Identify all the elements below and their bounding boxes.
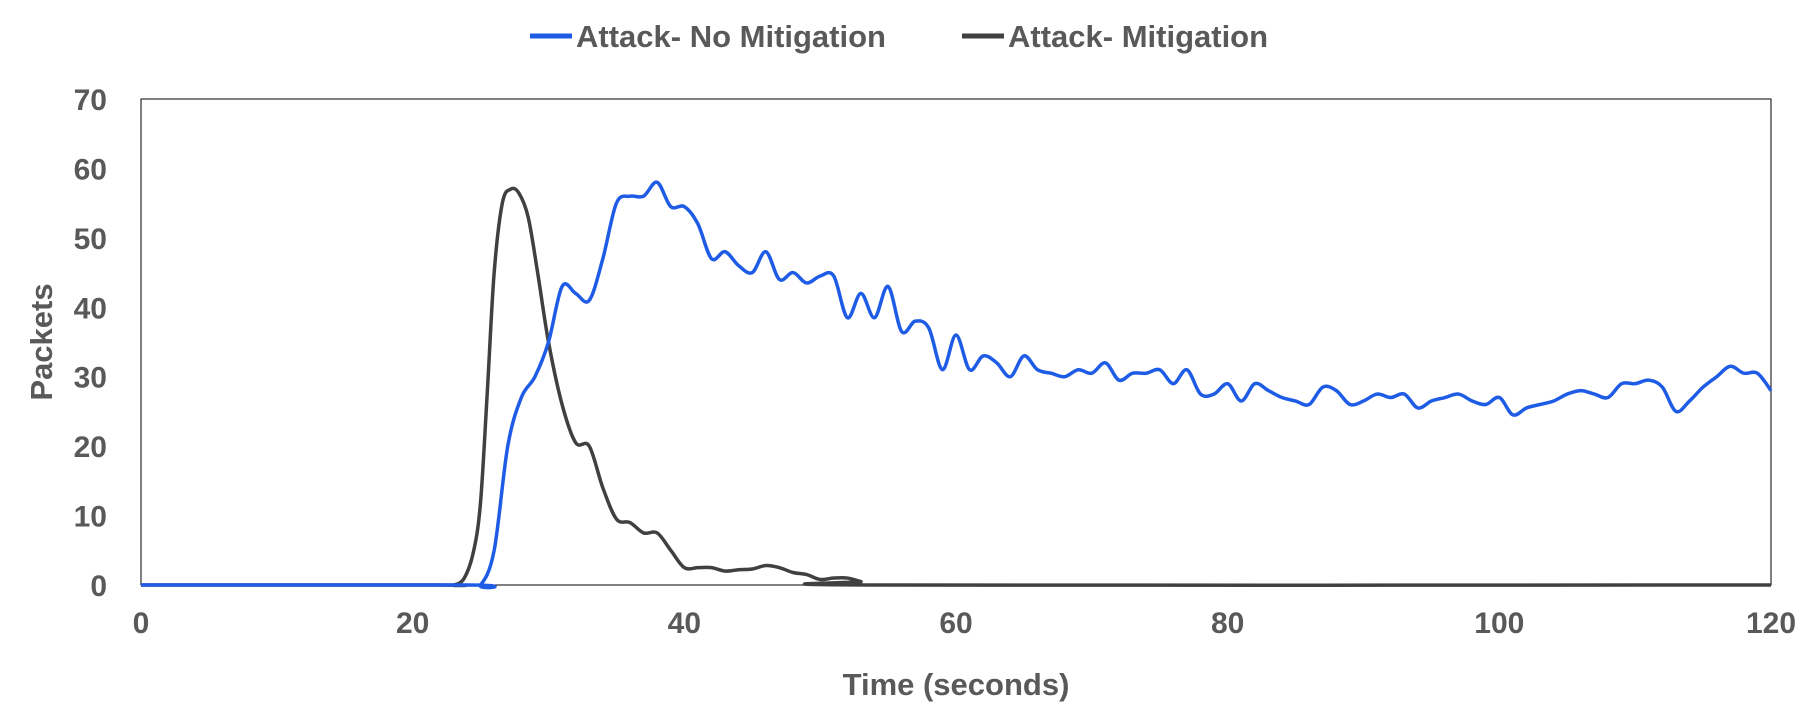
x-tick-label: 20 bbox=[396, 607, 429, 640]
x-tick-label: 0 bbox=[133, 607, 150, 640]
x-tick-label: 60 bbox=[939, 607, 972, 640]
legend-label-no-mitigation: Attack- No Mitigation bbox=[576, 19, 886, 54]
x-tick-label: 100 bbox=[1474, 607, 1524, 640]
y-tick-label: 30 bbox=[74, 362, 107, 395]
x-tick-label: 80 bbox=[1211, 607, 1244, 640]
legend-label-mitigation: Attack- Mitigation bbox=[1008, 19, 1268, 54]
series-layer bbox=[141, 180, 1773, 590]
x-tick-label: 40 bbox=[668, 607, 701, 640]
x-axis-title: Time (seconds) bbox=[843, 667, 1070, 702]
legend-item-mitigation: Attack- Mitigation bbox=[962, 19, 1268, 54]
x-tick-label: 120 bbox=[1746, 607, 1796, 640]
x-axis-ticks: 0 20 40 60 80 100 120 bbox=[133, 607, 1796, 640]
series-line-mitigation bbox=[141, 186, 1772, 588]
y-axis-title: Packets bbox=[24, 283, 59, 400]
y-axis-ticks: 0 10 20 30 40 50 60 70 bbox=[74, 84, 107, 603]
series-line-no-mitigation bbox=[141, 180, 1773, 590]
legend-item-no-mitigation: Attack- No Mitigation bbox=[530, 19, 886, 54]
y-tick-label: 70 bbox=[74, 84, 107, 117]
y-tick-label: 10 bbox=[74, 501, 107, 534]
legend: Attack- No Mitigation Attack- Mitigation bbox=[530, 19, 1268, 54]
plot-area-frame bbox=[140, 98, 1772, 586]
y-tick-label: 40 bbox=[74, 292, 107, 325]
y-tick-label: 20 bbox=[74, 431, 107, 464]
y-tick-label: 0 bbox=[90, 570, 107, 603]
y-tick-label: 50 bbox=[74, 223, 107, 256]
y-tick-label: 60 bbox=[74, 153, 107, 186]
